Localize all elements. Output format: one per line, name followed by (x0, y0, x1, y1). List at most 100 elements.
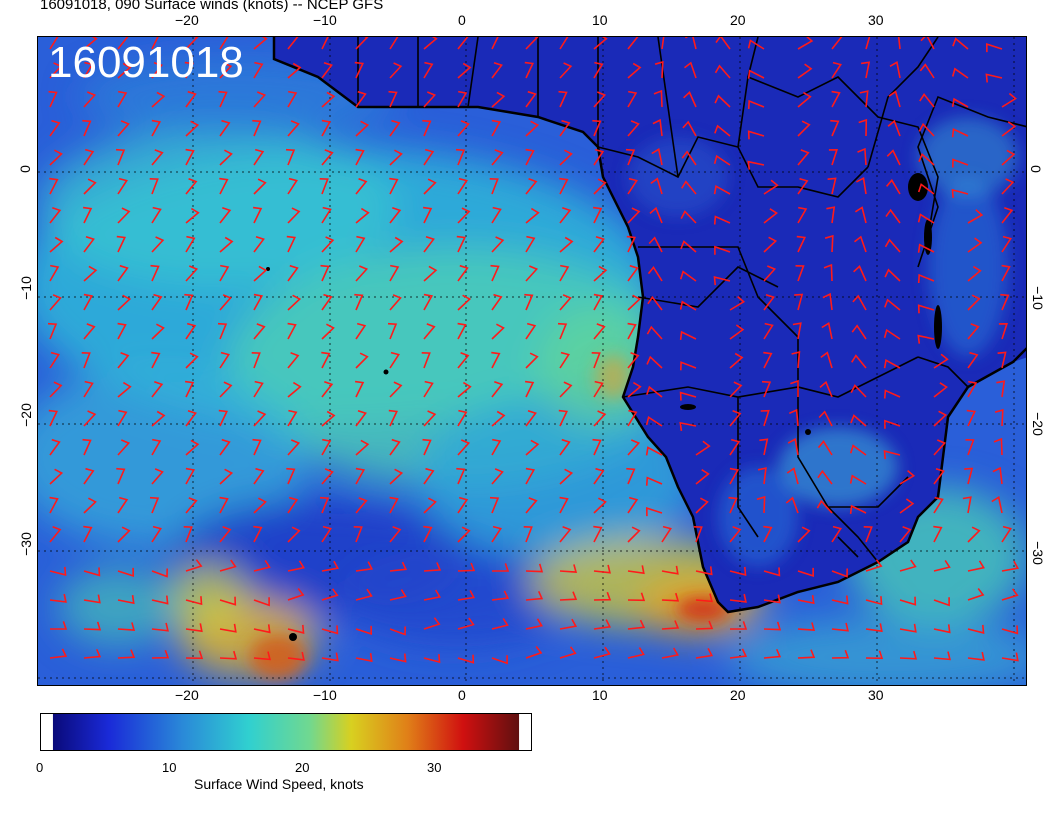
wind-barb (730, 621, 748, 630)
wind-barb (645, 506, 663, 517)
wind-barb (525, 590, 544, 601)
wind-barb (646, 385, 663, 398)
colorbar-tick: 20 (295, 760, 310, 775)
wind-barb (151, 61, 163, 79)
wind-barb (185, 207, 200, 224)
wind-barb (558, 409, 568, 427)
wind-barb (797, 649, 816, 659)
wind-barb (831, 37, 843, 50)
wind-barb (831, 525, 842, 543)
wind-barb (967, 588, 985, 601)
wind-barb (185, 467, 196, 485)
wind-barb (830, 119, 840, 137)
wind-barb (423, 380, 434, 398)
wind-barb (933, 467, 945, 485)
wind-barb (525, 37, 539, 50)
wind-barb (525, 207, 540, 224)
wind-barb (150, 264, 160, 282)
wind-barb (253, 148, 265, 166)
wind-barb (253, 497, 267, 514)
wind-barb (857, 147, 867, 166)
wind-barb (218, 409, 228, 427)
wind-barb (389, 561, 408, 572)
wind-barb (593, 91, 607, 108)
wind-barb (593, 564, 611, 574)
wind-barb (423, 654, 441, 664)
wind-barb (967, 624, 985, 634)
wind-barb (992, 466, 1003, 485)
bottom-lon-label: 20 (730, 687, 746, 703)
wind-barb (185, 650, 204, 660)
wind-barb (679, 300, 697, 311)
wind-barb (457, 352, 470, 369)
wind-barb (651, 148, 663, 166)
wind-barb (219, 177, 229, 195)
wind-barb (219, 623, 237, 633)
wind-barb (647, 266, 663, 282)
wind-barb (967, 237, 983, 253)
wind-barb (648, 236, 663, 253)
wind-barb (933, 651, 951, 661)
wind-barb (151, 236, 165, 253)
wind-barb (884, 268, 901, 282)
wind-barb (457, 496, 469, 514)
wind-barb (151, 595, 169, 605)
wind-barb (117, 496, 129, 514)
wind-barb (646, 325, 663, 340)
wind-barb (729, 324, 745, 340)
wind-barb (321, 61, 333, 79)
wind-barb (967, 294, 981, 311)
wind-barb (151, 622, 169, 632)
colorbar-label: Surface Wind Speed, knots (194, 776, 364, 792)
wind-barb (117, 294, 132, 311)
wind-barb (355, 148, 365, 166)
wind-barb (389, 119, 401, 137)
wind-barb (695, 497, 709, 514)
wind-barb (763, 351, 773, 369)
wind-barb (681, 180, 697, 195)
wind-barb (251, 352, 261, 369)
wind-barb (627, 177, 638, 195)
wind-barb (185, 265, 199, 282)
wind-barb (219, 559, 237, 572)
wind-barb (455, 148, 466, 166)
wind-barb (525, 265, 539, 282)
wind-barb (49, 37, 59, 50)
wind-barb (794, 293, 804, 311)
wind-barb (525, 148, 535, 166)
wind-barb (117, 381, 132, 398)
wind-barb (491, 323, 505, 340)
wind-barb (886, 149, 901, 166)
wind-barb (489, 496, 500, 514)
wind-barb (818, 410, 833, 427)
wind-barb (456, 467, 466, 485)
wind-barb (151, 649, 170, 659)
wind-barb (423, 235, 435, 253)
wind-barb (457, 562, 476, 572)
wind-barb (899, 498, 915, 514)
wind-barb (49, 177, 59, 195)
wind-barb (219, 496, 229, 514)
wind-barb (321, 206, 332, 224)
wind-barb (967, 323, 980, 340)
wind-barb (763, 293, 775, 311)
bottom-lon-label: 0 (458, 687, 466, 703)
wind-barb (457, 90, 468, 108)
wind-barb (592, 206, 603, 224)
wind-barb (933, 410, 948, 427)
wind-barb (491, 351, 501, 369)
wind-barb (593, 646, 611, 659)
map-title: 16091018, 090 Surface winds (knots) -- N… (40, 0, 384, 13)
wind-barb (856, 176, 867, 195)
wind-barb (287, 264, 299, 282)
wind-barb (695, 593, 713, 603)
wind-barb (557, 322, 568, 340)
wind-barb (151, 149, 164, 166)
wind-barb (491, 206, 502, 224)
wind-barb (389, 37, 399, 50)
wind-barb (355, 409, 367, 427)
wind-barb (321, 351, 331, 369)
wind-barb (627, 207, 641, 224)
wind-barb (355, 467, 366, 485)
wind-barb (831, 622, 849, 632)
